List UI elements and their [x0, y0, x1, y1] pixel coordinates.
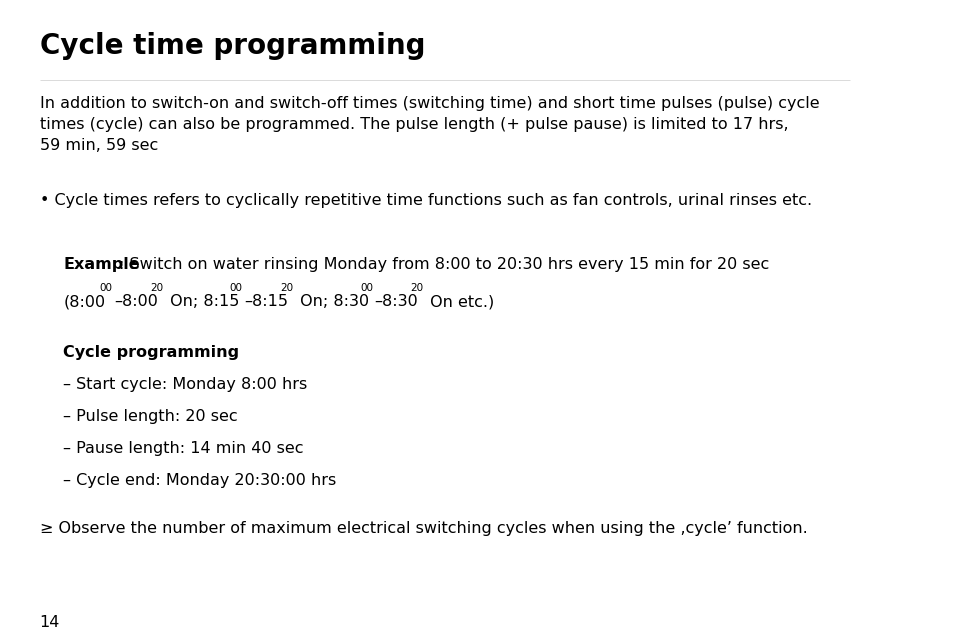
Text: 20: 20	[150, 283, 163, 293]
Text: 00: 00	[359, 283, 373, 293]
Text: Example: Example	[63, 257, 140, 272]
Text: 20: 20	[410, 283, 423, 293]
Text: ≥ Observe the number of maximum electrical switching cycles when using the ‚cycl: ≥ Observe the number of maximum electric…	[40, 521, 806, 536]
Text: (8:00: (8:00	[63, 294, 106, 309]
Text: • Cycle times refers to cyclically repetitive time functions such as fan control: • Cycle times refers to cyclically repet…	[40, 193, 811, 208]
Text: –8:00: –8:00	[114, 294, 158, 309]
Text: 14: 14	[40, 615, 60, 630]
Text: – Cycle end: Monday 20:30:00 hrs: – Cycle end: Monday 20:30:00 hrs	[63, 473, 336, 488]
Text: – Pulse length: 20 sec: – Pulse length: 20 sec	[63, 409, 237, 424]
Text: On; 8:30: On; 8:30	[294, 294, 369, 309]
Text: : Switch on water rinsing Monday from 8:00 to 20:30 hrs every 15 min for 20 sec: : Switch on water rinsing Monday from 8:…	[119, 257, 768, 272]
Text: On; 8:15: On; 8:15	[165, 294, 239, 309]
Text: Cycle time programming: Cycle time programming	[40, 32, 425, 60]
Text: –8:30: –8:30	[374, 294, 417, 309]
Text: – Pause length: 14 min 40 sec: – Pause length: 14 min 40 sec	[63, 441, 304, 456]
Text: Cycle programming: Cycle programming	[63, 345, 239, 359]
Text: –8:15: –8:15	[244, 294, 288, 309]
Text: 00: 00	[230, 283, 242, 293]
Text: 20: 20	[280, 283, 294, 293]
Text: In addition to switch-on and switch-off times (switching time) and short time pu: In addition to switch-on and switch-off …	[40, 96, 819, 154]
Text: – Start cycle: Monday 8:00 hrs: – Start cycle: Monday 8:00 hrs	[63, 377, 307, 392]
Text: On etc.): On etc.)	[425, 294, 494, 309]
Text: 00: 00	[99, 283, 112, 293]
